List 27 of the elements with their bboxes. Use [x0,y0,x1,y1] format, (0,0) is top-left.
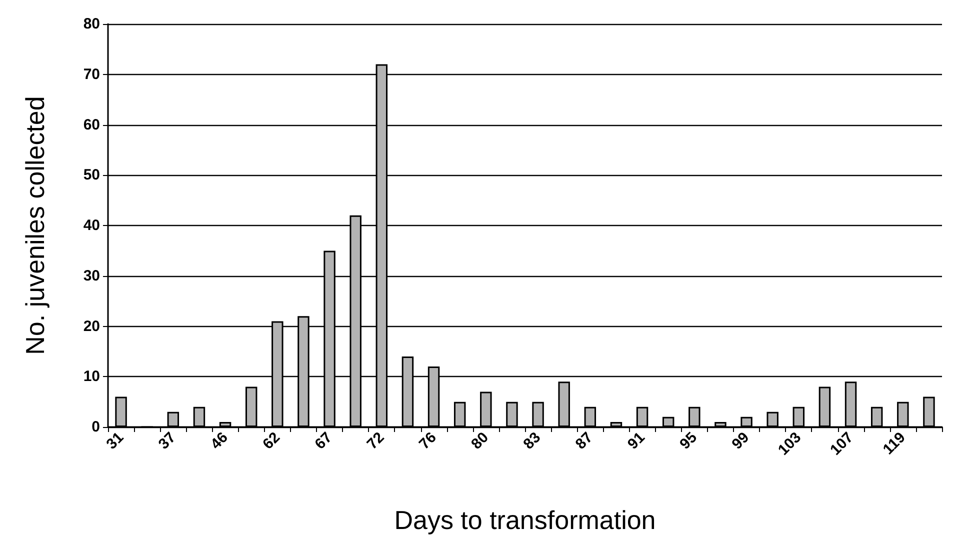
y-tick-label: 30 [83,267,100,284]
x-tick-label: 119 [880,428,909,458]
y-tick-label: 20 [83,318,100,335]
x-tick-label: 99 [728,428,753,453]
x-tick-label: 72 [364,428,388,453]
x-tick-label: 103 [774,428,805,459]
y-tick-label: 80 [83,16,100,32]
x-tick-label: 37 [155,428,180,453]
y-tick-label: 60 [83,116,100,134]
y-tick-label: 50 [83,166,100,184]
y-tick-label: 10 [83,368,100,386]
x-tick-label: 83 [520,428,544,453]
x-tick-label: 91 [624,428,648,453]
x-tick-label: 80 [468,428,492,453]
x-tick-label: 46 [207,428,232,453]
x-axis-title: Days to transformation [394,505,656,535]
x-tick-label: 95 [676,428,700,453]
x-tick-label: 107 [827,428,857,459]
y-tick-label: 0 [92,418,100,436]
x-tick-label: 87 [572,428,596,453]
x-tick-label: 62 [260,428,284,453]
y-tick-label: 40 [83,217,100,234]
x-tick-label: 67 [312,428,336,453]
y-axis-title: No. juveniles collected [20,96,50,355]
x-tick-label: 76 [416,428,440,453]
x-tick-label: 31 [103,428,128,453]
y-tick-label: 70 [83,66,100,83]
